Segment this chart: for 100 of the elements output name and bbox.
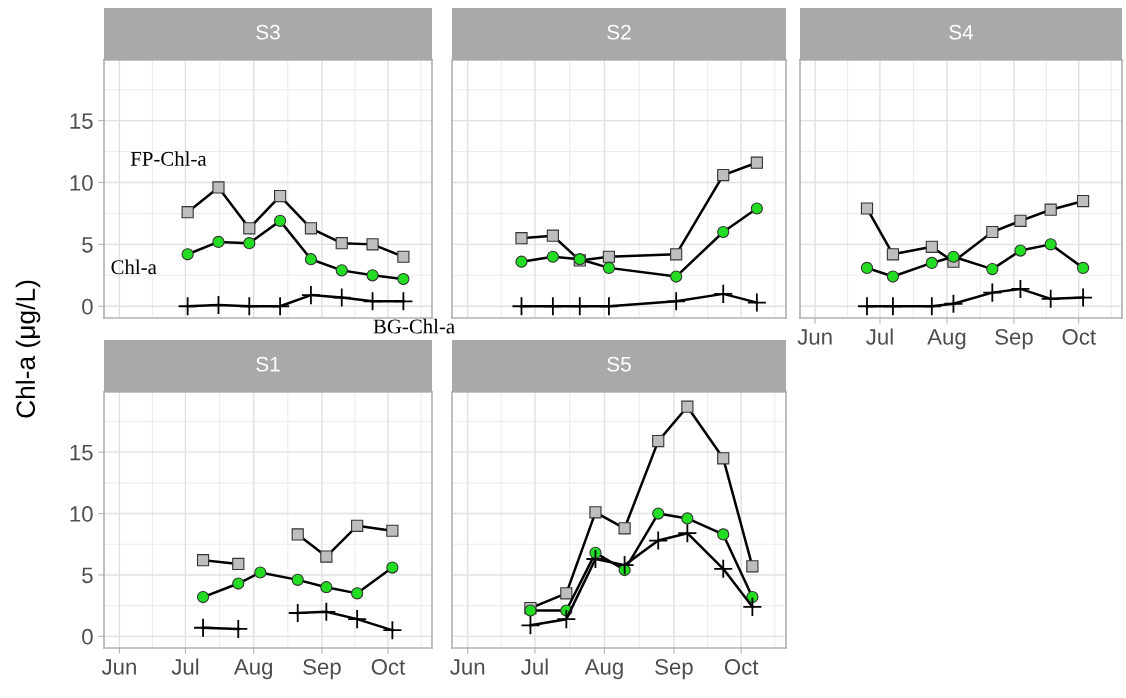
point	[366, 238, 379, 251]
point	[652, 435, 665, 448]
point	[614, 555, 635, 576]
point	[925, 256, 938, 270]
point	[335, 237, 348, 250]
series-label: BG-Chl-a	[373, 318, 455, 334]
x-tick-label: Jun	[450, 659, 485, 675]
y-tick-label: 0	[82, 298, 93, 315]
point	[273, 190, 287, 203]
point	[677, 523, 698, 544]
point	[602, 261, 616, 274]
point	[331, 287, 352, 308]
point	[228, 619, 249, 639]
point	[717, 168, 730, 182]
point	[713, 558, 734, 579]
point	[681, 400, 694, 413]
point	[986, 263, 999, 276]
point	[717, 452, 730, 465]
point	[1044, 203, 1057, 216]
x-tick-label: Aug	[233, 659, 273, 680]
x-tick-label: Jul	[171, 658, 199, 675]
point	[397, 250, 410, 263]
point	[212, 181, 225, 194]
x-tick-label: Jul	[521, 658, 548, 675]
x-tick-label: Jun	[797, 329, 832, 345]
point	[196, 554, 210, 567]
point	[886, 248, 900, 261]
y-axis-title: Chl-a (μg/L)	[15, 280, 41, 418]
chart-title: S4	[949, 24, 974, 40]
y-tick-label: 15	[70, 113, 93, 129]
point	[1073, 287, 1094, 308]
x-tick-label: Aug	[927, 329, 966, 350]
point	[232, 577, 245, 590]
point	[713, 283, 734, 304]
point	[943, 293, 964, 314]
point	[886, 270, 900, 283]
point	[515, 255, 528, 268]
point	[515, 232, 528, 245]
point	[925, 240, 938, 253]
point	[382, 620, 403, 641]
point	[511, 296, 532, 317]
point	[666, 291, 687, 312]
point	[193, 617, 213, 638]
point	[208, 295, 229, 315]
point	[860, 261, 874, 274]
chart-title: S1	[256, 356, 280, 372]
point	[1014, 244, 1027, 257]
point	[1076, 194, 1090, 208]
point	[982, 282, 1003, 303]
point	[397, 272, 410, 286]
x-tick-label: Oct	[724, 659, 759, 675]
x-tick-label: Oct	[1062, 329, 1096, 345]
point	[300, 285, 321, 306]
point	[270, 296, 291, 317]
point	[746, 292, 767, 313]
point	[546, 250, 559, 263]
point	[304, 253, 318, 266]
point	[986, 225, 999, 239]
point	[212, 235, 225, 249]
point	[569, 296, 590, 317]
point	[717, 225, 730, 239]
point	[520, 615, 541, 636]
point	[857, 296, 877, 317]
point	[243, 237, 256, 250]
point	[196, 590, 210, 604]
y-tick-label: 10	[70, 175, 93, 191]
point	[1076, 261, 1090, 274]
point	[232, 557, 245, 571]
point	[291, 573, 304, 586]
x-tick-label: Sep	[655, 659, 693, 680]
y-tick-label: 0	[82, 628, 93, 645]
point	[239, 296, 260, 317]
point	[366, 269, 379, 282]
point	[560, 587, 573, 600]
x-tick-label: Jun	[101, 659, 136, 675]
y-tick-label: 5	[82, 237, 93, 253]
point	[1014, 214, 1027, 227]
point	[1044, 238, 1057, 251]
point	[320, 550, 333, 563]
point	[750, 202, 763, 215]
x-tick-label: Sep	[995, 329, 1033, 350]
x-tick-label: Aug	[584, 659, 623, 680]
point	[291, 528, 304, 541]
point	[287, 603, 308, 623]
point	[746, 560, 759, 573]
x-tick-label: Jul	[866, 328, 893, 345]
point	[362, 291, 383, 312]
point	[717, 528, 730, 541]
point	[648, 530, 669, 551]
point	[860, 202, 874, 215]
series-label: Chl-a	[111, 259, 157, 275]
point	[347, 609, 368, 630]
point	[386, 561, 399, 574]
point	[589, 506, 602, 519]
y-tick-label: 5	[82, 567, 93, 584]
point	[254, 566, 267, 579]
point	[750, 156, 763, 169]
point	[681, 512, 694, 525]
point	[1010, 278, 1031, 299]
point	[1040, 288, 1061, 309]
